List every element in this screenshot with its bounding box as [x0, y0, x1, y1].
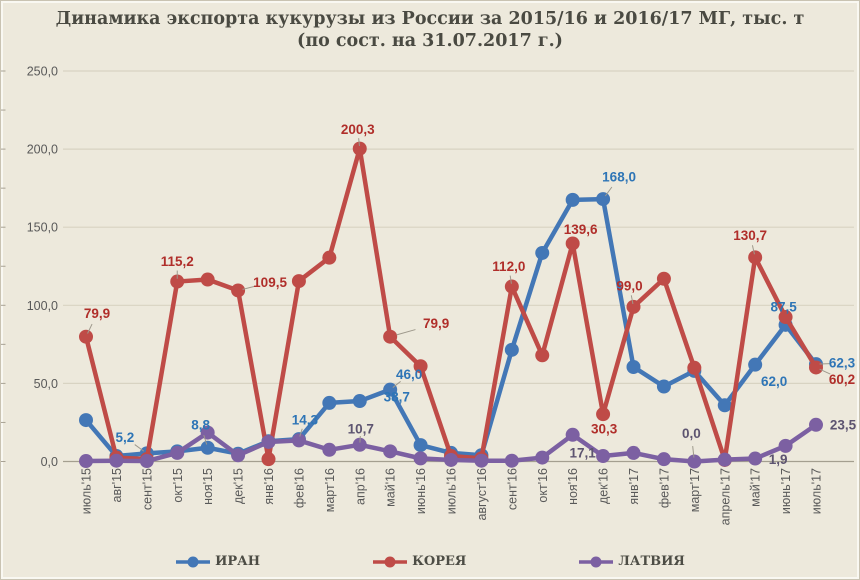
svg-text:112,0: 112,0 [492, 259, 525, 274]
svg-text:23,5: 23,5 [830, 417, 857, 432]
svg-text:окт'16: окт'16 [536, 468, 550, 503]
svg-text:апрель'17: апрель'17 [718, 468, 732, 525]
svg-text:60,2: 60,2 [829, 372, 855, 387]
svg-text:1,9: 1,9 [769, 452, 788, 467]
svg-text:окт'15: окт'15 [171, 468, 185, 503]
legend-label-korea: КОРЕЯ [412, 554, 467, 569]
svg-text:79,9: 79,9 [84, 306, 110, 321]
svg-text:сент'16: сент'16 [505, 468, 519, 510]
svg-text:янв'17: янв'17 [627, 468, 641, 505]
svg-text:янв'16: янв'16 [262, 468, 276, 505]
svg-text:июнь'16: июнь'16 [414, 468, 428, 514]
svg-text:115,2: 115,2 [161, 254, 194, 269]
svg-text:авг'15: авг'15 [110, 468, 124, 502]
svg-text:0,0: 0,0 [41, 455, 58, 469]
svg-text:50,0: 50,0 [34, 377, 58, 391]
svg-text:250,0: 250,0 [27, 65, 58, 79]
svg-text:май'17: май'17 [749, 468, 763, 507]
svg-text:168,0: 168,0 [602, 170, 636, 185]
legend-label-iran: ИРАН [215, 554, 261, 569]
svg-text:5,2: 5,2 [115, 430, 134, 445]
legend-item-iran[interactable]: ИРАН [175, 554, 260, 569]
svg-text:июль'15: июль'15 [80, 468, 94, 514]
svg-text:109,5: 109,5 [253, 275, 287, 290]
svg-text:май'16: май'16 [384, 468, 398, 507]
svg-text:38,7: 38,7 [384, 390, 410, 405]
svg-text:сент'15: сент'15 [140, 468, 154, 510]
svg-text:дек'16: дек'16 [597, 468, 611, 504]
svg-text:июнь'17: июнь'17 [779, 468, 793, 514]
svg-text:17,1: 17,1 [570, 445, 597, 460]
svg-text:150,0: 150,0 [27, 221, 58, 235]
svg-text:дек'15: дек'15 [232, 468, 246, 504]
svg-text:август'16: август'16 [475, 468, 489, 521]
svg-text:фев'16: фев'16 [292, 468, 306, 508]
svg-text:130,7: 130,7 [733, 228, 767, 243]
svg-text:30,3: 30,3 [591, 422, 618, 437]
svg-text:62,3: 62,3 [829, 356, 856, 371]
svg-text:8,8: 8,8 [191, 417, 210, 432]
legend-label-latvia: ЛАТВИЯ [618, 554, 685, 569]
svg-text:14,3: 14,3 [292, 413, 319, 428]
svg-text:фев'17: фев'17 [657, 468, 671, 508]
svg-text:99,0: 99,0 [616, 278, 642, 293]
legend-marker-iran [176, 556, 211, 567]
legend-item-latvia[interactable]: ЛАТВИЯ [578, 554, 685, 569]
legend: ИРАН КОРЕЯ ЛАТВИЯ [1, 554, 859, 569]
svg-text:0,0: 0,0 [682, 426, 701, 441]
svg-text:200,3: 200,3 [341, 122, 375, 137]
legend-marker-korea [373, 556, 408, 567]
legend-item-korea[interactable]: КОРЕЯ [372, 554, 466, 569]
svg-text:87,5: 87,5 [770, 299, 797, 314]
svg-text:100,0: 100,0 [27, 299, 58, 313]
svg-text:март'16: март'16 [323, 468, 337, 512]
svg-text:200,0: 200,0 [27, 143, 58, 157]
svg-text:139,6: 139,6 [564, 222, 598, 237]
svg-text:ноя'15: ноя'15 [201, 468, 215, 505]
svg-text:10,7: 10,7 [348, 421, 374, 436]
svg-text:июль'17: июль'17 [810, 468, 824, 514]
legend-marker-latvia [579, 556, 614, 567]
svg-text:апр'16: апр'16 [353, 468, 367, 505]
svg-text:46,0: 46,0 [396, 367, 422, 382]
svg-text:62,0: 62,0 [761, 374, 787, 389]
svg-text:март'17: март'17 [688, 468, 702, 512]
svg-text:июль'16: июль'16 [445, 468, 459, 514]
svg-text:79,9: 79,9 [423, 316, 449, 331]
svg-text:ноя'16: ноя'16 [566, 468, 580, 505]
